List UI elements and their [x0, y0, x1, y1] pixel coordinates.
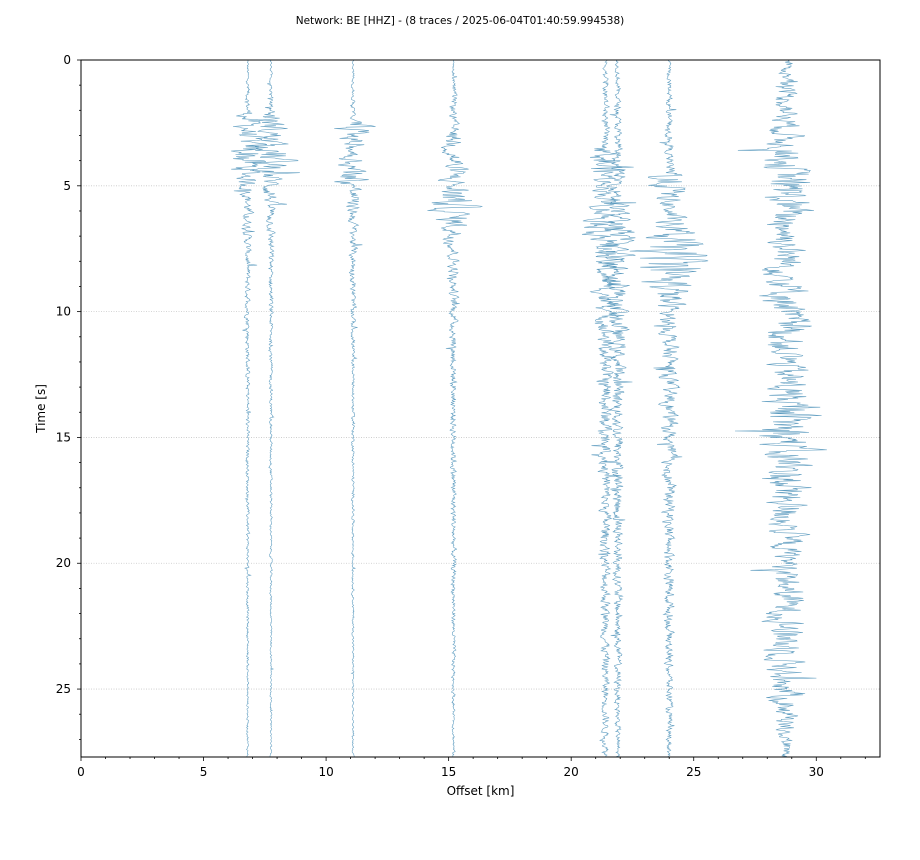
- y-axis-ticks: 0 5 10 15 20 25: [56, 53, 81, 740]
- seismic-trace-3: [334, 59, 376, 757]
- x-tick-label: 25: [686, 765, 701, 779]
- chart-title: Network: BE [HHZ] - (8 traces / 2025-06-…: [296, 15, 625, 27]
- y-tick-label: 20: [56, 556, 71, 570]
- y-tick-label: 10: [56, 305, 71, 319]
- x-tick-label: 20: [564, 765, 579, 779]
- x-axis-ticks: 0 5 10 15 20 25 30: [77, 757, 866, 779]
- seismic-trace-5: [581, 59, 637, 757]
- y-tick-label: 5: [63, 179, 71, 193]
- y-tick-label: 25: [56, 682, 71, 696]
- gridlines: [81, 185, 880, 690]
- x-tick-label: 5: [200, 765, 208, 779]
- seismic-trace-7: [629, 59, 709, 757]
- x-tick-label: 30: [809, 765, 824, 779]
- plot-frame: [80, 59, 881, 758]
- seismic-trace-8: [734, 59, 827, 757]
- seismic-trace-4: [427, 59, 483, 757]
- seismic-trace-6: [600, 59, 636, 757]
- x-tick-label: 15: [441, 765, 456, 779]
- y-axis-label: Time [s]: [34, 384, 48, 434]
- y-tick-label: 15: [56, 430, 71, 444]
- x-axis-label: Offset [km]: [447, 784, 515, 798]
- seismic-trace-1: [231, 59, 268, 757]
- traces-group: [231, 59, 827, 757]
- seismic-trace-2: [249, 59, 300, 757]
- x-tick-label: 10: [318, 765, 333, 779]
- y-tick-label: 0: [63, 53, 71, 67]
- x-tick-label: 0: [77, 765, 85, 779]
